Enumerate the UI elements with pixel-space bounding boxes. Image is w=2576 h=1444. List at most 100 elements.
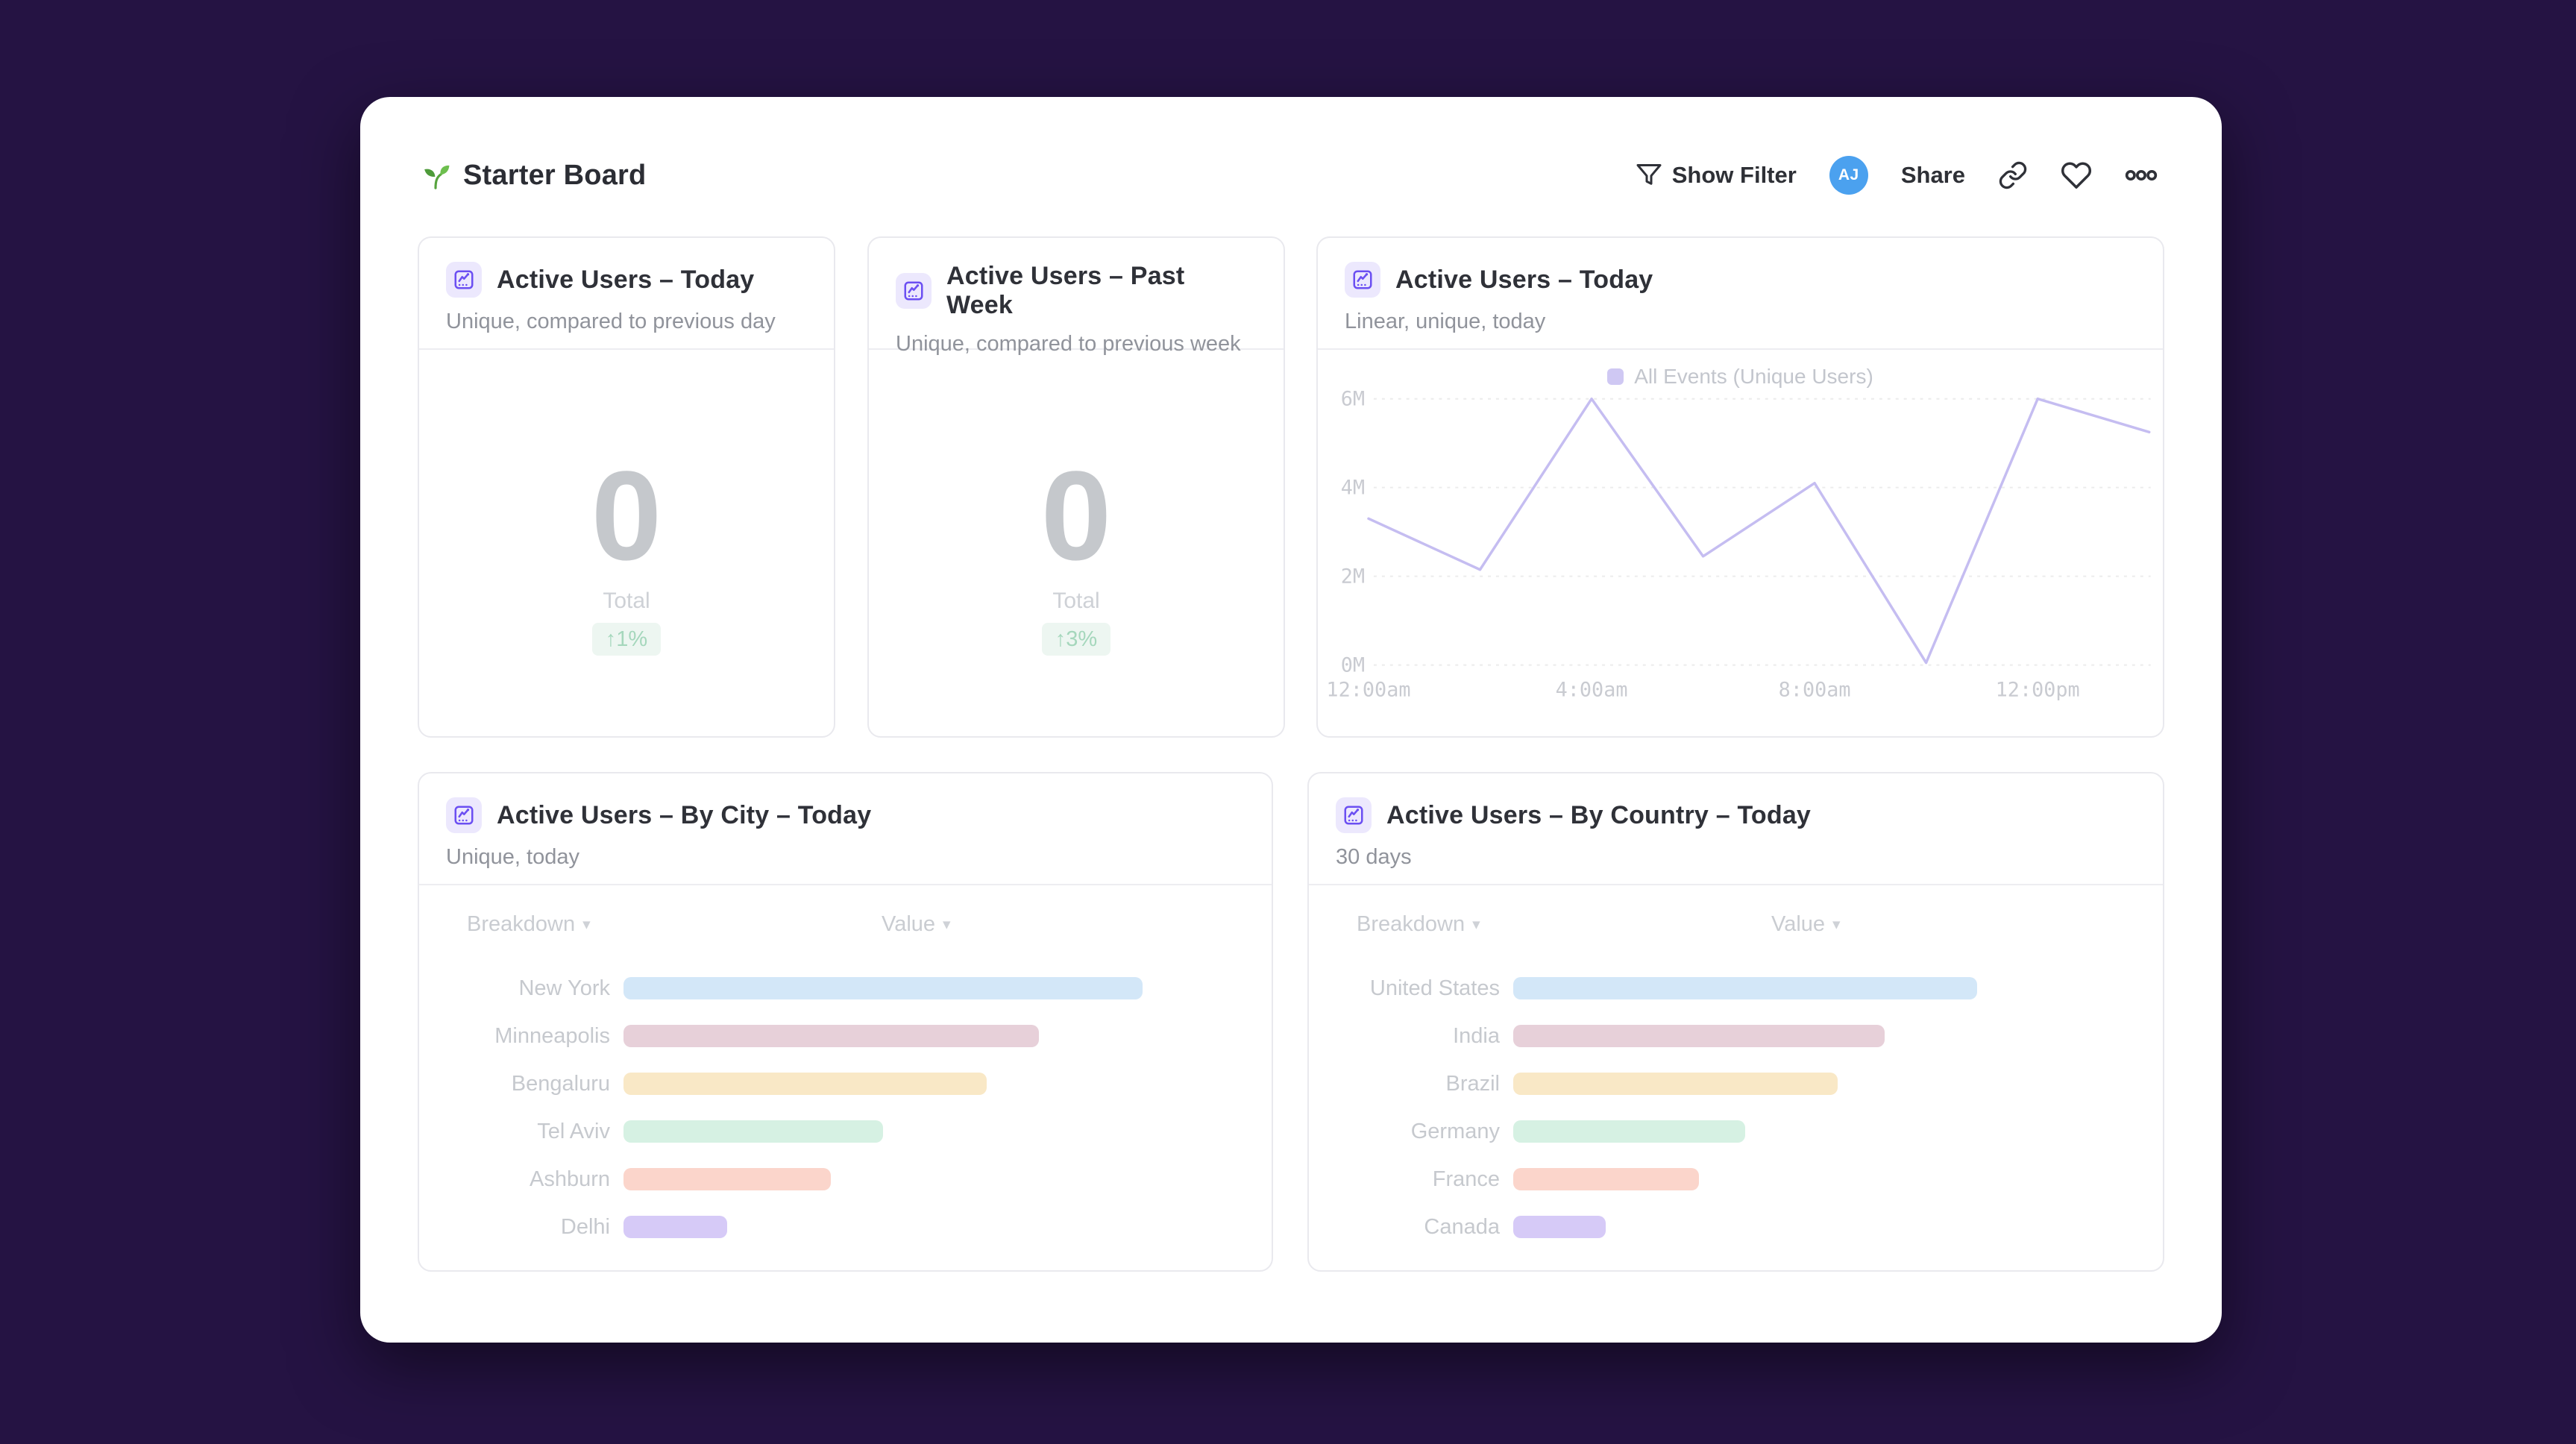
breakdown-row: Minneapolis bbox=[419, 1012, 1272, 1060]
kpi-label: Total bbox=[603, 588, 650, 613]
card-title[interactable]: Active Users – By Country – Today bbox=[1386, 800, 1812, 829]
svg-text:12:00am: 12:00am bbox=[1326, 678, 1410, 701]
breakdown-bar[interactable] bbox=[623, 1216, 727, 1238]
card-subtitle: Unique, compared to previous day bbox=[446, 310, 776, 333]
breakdown-row: Ashburn bbox=[419, 1155, 1272, 1203]
svg-text:4:00am: 4:00am bbox=[1556, 678, 1628, 701]
breakdown-label: Germany bbox=[1410, 1119, 1500, 1143]
svg-text:0M: 0M bbox=[1341, 654, 1365, 677]
card-active-users-today: Active Users – Today Unique, compared to… bbox=[418, 236, 835, 738]
kpi-value: 0 bbox=[591, 445, 662, 587]
chart-legend: All Events (Unique Users) bbox=[1318, 365, 2163, 389]
breakdown-row: Bengaluru bbox=[419, 1060, 1272, 1108]
breakdown-bar[interactable] bbox=[623, 1168, 831, 1190]
card-subtitle: Linear, unique, today bbox=[1345, 310, 1546, 333]
breakdown-columns: Breakdown ▾ Value ▾ bbox=[1309, 912, 2163, 942]
breakdown-column-dropdown[interactable]: Breakdown ▾ bbox=[467, 912, 591, 936]
chevron-down-icon: ▾ bbox=[1472, 916, 1480, 933]
card-subtitle: 30 days bbox=[1336, 845, 1412, 869]
line-chart-badge-icon bbox=[1336, 797, 1372, 833]
legend-swatch bbox=[1607, 368, 1624, 385]
line-chart-badge-icon bbox=[446, 797, 482, 833]
dashboard-panel: Starter Board Show Filter AJ Share bbox=[360, 97, 2222, 1343]
svg-text:12:00pm: 12:00pm bbox=[1996, 678, 2080, 701]
board-title: Starter Board bbox=[420, 160, 646, 192]
breakdown-label: New York bbox=[518, 976, 610, 1000]
card-title[interactable]: Active Users – Past Week bbox=[946, 262, 1185, 319]
breakdown-label: Bengaluru bbox=[511, 1071, 610, 1096]
breakdown-label: Minneapolis bbox=[494, 1023, 610, 1048]
breakdown-row: India bbox=[1309, 1012, 2163, 1060]
breakdown-row: Tel Aviv bbox=[419, 1108, 1272, 1155]
chevron-down-icon: ▾ bbox=[1832, 916, 1841, 933]
chevron-down-icon: ▾ bbox=[582, 916, 591, 933]
card-active-users-line-chart: 0M 2M 4M 6M 12:00am 4:00am 8:00am 12:00pm Activ… bbox=[1316, 236, 2164, 738]
breakdown-bar[interactable] bbox=[1513, 1168, 1699, 1190]
card-active-users-by-country: Active Users – By Country – Today 30 day… bbox=[1307, 772, 2164, 1272]
card-title[interactable]: Active Users – Today bbox=[497, 265, 755, 294]
seedling-icon bbox=[424, 165, 450, 189]
breakdown-columns: Breakdown ▾ Value ▾ bbox=[419, 912, 1272, 942]
legend-label: All Events (Unique Users) bbox=[1634, 365, 1873, 388]
svg-text:4M: 4M bbox=[1341, 477, 1365, 500]
favorite-button[interactable] bbox=[2061, 160, 2092, 191]
card-subtitle: Unique, today bbox=[446, 845, 579, 869]
breakdown-label: Ashburn bbox=[529, 1167, 610, 1191]
board-header: Starter Board Show Filter AJ Share bbox=[360, 97, 2222, 231]
svg-text:2M: 2M bbox=[1341, 565, 1365, 588]
show-filter-button[interactable]: Show Filter bbox=[1636, 162, 1797, 189]
header-actions: Show Filter AJ Share bbox=[1636, 156, 2158, 195]
breakdown-row: France bbox=[1309, 1155, 2163, 1203]
card-header: Active Users – Past Week Unique, compare… bbox=[869, 238, 1284, 356]
kpi-delta-badge: ↑1% bbox=[591, 623, 662, 656]
breakdown-label: Delhi bbox=[560, 1214, 610, 1239]
breakdown-label: France bbox=[1432, 1167, 1500, 1191]
breakdown-row: Brazil bbox=[1309, 1060, 2163, 1108]
breakdown-bar[interactable] bbox=[1513, 1073, 1838, 1095]
breakdown-bar[interactable] bbox=[623, 1120, 883, 1143]
filter-icon bbox=[1636, 164, 1662, 185]
breakdown-row: New York bbox=[419, 964, 1272, 1012]
breakdown-bar[interactable] bbox=[623, 1025, 1039, 1047]
breakdown-label: India bbox=[1453, 1023, 1500, 1048]
card-title[interactable]: Active Users – Today bbox=[1395, 265, 1653, 294]
svg-text:6M: 6M bbox=[1341, 388, 1365, 411]
kpi-value: 0 bbox=[1040, 445, 1112, 587]
breakdown-label: Canada bbox=[1424, 1214, 1500, 1239]
breakdown-bar[interactable] bbox=[1513, 1216, 1606, 1238]
breakdown-row: United States bbox=[1309, 964, 2163, 1012]
line-chart-badge-icon bbox=[1345, 262, 1380, 298]
page-title: Starter Board bbox=[463, 159, 647, 191]
breakdown-bar[interactable] bbox=[623, 1073, 987, 1095]
breakdown-bar[interactable] bbox=[1513, 977, 1977, 999]
card-title[interactable]: Active Users – By City – Today bbox=[497, 800, 872, 829]
kpi-body: 0 Total ↑3% bbox=[869, 350, 1284, 656]
breakdown-bar[interactable] bbox=[1513, 1025, 1885, 1047]
share-button[interactable]: Share bbox=[1900, 162, 1965, 188]
copy-link-button[interactable] bbox=[1998, 160, 2028, 190]
kpi-delta-badge: ↑3% bbox=[1041, 623, 1111, 656]
breakdown-label: Tel Aviv bbox=[537, 1119, 610, 1143]
card-active-users-by-city: Active Users – By City – Today Unique, t… bbox=[418, 772, 1273, 1272]
avatar[interactable]: AJ bbox=[1829, 156, 1868, 195]
breakdown-column-dropdown[interactable]: Breakdown ▾ bbox=[1357, 912, 1480, 936]
more-menu-button[interactable] bbox=[2125, 160, 2158, 190]
breakdown-bar[interactable] bbox=[1513, 1120, 1745, 1143]
line-chart-badge-icon bbox=[896, 273, 932, 309]
card-subtitle: Unique, compared to previous week bbox=[896, 332, 1241, 356]
card-header: Active Users – By City – Today Unique, t… bbox=[419, 773, 1272, 885]
card-active-users-past-week: Active Users – Past Week Unique, compare… bbox=[867, 236, 1285, 738]
card-header: Active Users – Today Linear, unique, tod… bbox=[1318, 238, 2163, 350]
legend-item-all-events[interactable]: All Events (Unique Users) bbox=[1607, 365, 1873, 389]
breakdown-rows: United States India Brazil Germany France Can… bbox=[1309, 964, 2163, 1251]
svg-text:8:00am: 8:00am bbox=[1779, 678, 1851, 701]
breakdown-bar[interactable] bbox=[623, 977, 1143, 999]
breakdown-row: Delhi bbox=[419, 1203, 1272, 1251]
chevron-down-icon: ▾ bbox=[943, 916, 951, 933]
value-column-dropdown[interactable]: Value ▾ bbox=[1771, 912, 1841, 936]
value-column-dropdown[interactable]: Value ▾ bbox=[882, 912, 951, 936]
line-chart-badge-icon bbox=[446, 262, 482, 298]
breakdown-rows: New York Minneapolis Bengaluru Tel Aviv Ashb… bbox=[419, 964, 1272, 1251]
heart-icon bbox=[2061, 162, 2092, 189]
kpi-label: Total bbox=[1052, 588, 1100, 613]
